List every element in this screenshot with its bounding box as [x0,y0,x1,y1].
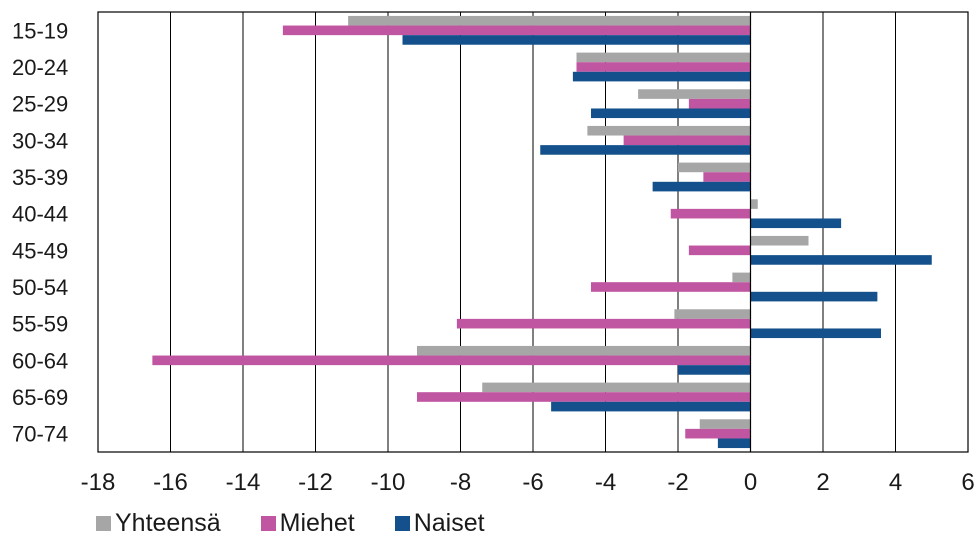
legend-label-naiset: Naiset [413,508,485,537]
bar-yhteens-15-19 [348,15,751,26]
x-tick-label: 0 [744,469,757,496]
category-label: 20-24 [12,55,68,80]
bar-yhteens-25-29 [638,89,751,99]
bar-yhteens-65-69 [482,382,751,393]
bar-miehet-50-54 [591,282,751,292]
bar-miehet-60-64 [152,355,751,366]
bar-yhteens-45-49 [750,235,809,246]
bar-naiset-35-39 [652,181,751,192]
bar-miehet-35-39 [703,172,751,182]
bar-naiset-70-74 [717,438,751,449]
bar-miehet-15-19 [282,25,751,36]
plot-area: 15-1920-2425-2930-3435-3940-4445-4950-54… [12,11,975,496]
category-label: 55-59 [12,312,68,337]
bar-miehet-30-34 [623,135,751,146]
bar-yhteens-30-34 [587,125,751,136]
bar-yhteens-20-24 [576,52,751,63]
bar-miehet-45-49 [688,245,751,256]
category-label: 15-19 [12,18,68,43]
x-tick-label: -2 [667,469,688,496]
bar-yhteens-35-39 [678,162,751,173]
category-label: 50-54 [12,275,68,300]
category-label: 25-29 [12,92,68,117]
bar-naiset-55-59 [750,328,881,339]
bar-naiset-20-24 [572,71,751,82]
bar-miehet-65-69 [417,392,751,402]
x-tick-label: -18 [81,469,116,496]
category-label: 60-64 [12,348,68,373]
legend-swatch-miehet [260,515,276,531]
bar-yhteens-50-54 [732,272,751,283]
x-tick-label: 2 [816,469,829,496]
x-tick-label: -8 [450,469,471,496]
bar-naiset-30-34 [540,145,751,155]
legend-item-miehet: Miehet [260,508,355,538]
chart: 15-1920-2425-2930-3435-3940-4445-4950-54… [12,11,975,496]
category-label: 40-44 [12,202,68,227]
bar-yhteens-55-59 [674,309,751,319]
category-label: 70-74 [12,422,68,447]
x-tick-label: -16 [153,469,188,496]
legend-swatch-naiset [394,515,410,531]
bar-naiset-45-49 [750,255,932,265]
x-tick-label: -12 [298,469,333,496]
category-label: 35-39 [12,165,68,190]
x-tick-label: 6 [961,469,974,496]
x-tick-label: -4 [595,469,616,496]
bar-miehet-70-74 [685,428,751,439]
category-label: 65-69 [12,385,68,410]
category-label: 30-34 [12,128,68,153]
bar-naiset-60-64 [678,365,751,375]
bar-miehet-25-29 [688,98,751,109]
bar-yhteens-60-64 [417,345,751,356]
bar-miehet-40-44 [670,208,751,219]
x-tick-label: -10 [371,469,406,496]
x-tick-label: -6 [522,469,543,496]
bar-yhteens-40-44 [750,199,758,209]
legend-swatch-yhteensa [96,515,111,531]
category-label: 45-49 [12,238,68,263]
bar-naiset-15-19 [402,35,751,45]
bar-naiset-40-44 [750,218,842,229]
bar-miehet-20-24 [576,62,751,72]
plot-border [97,11,969,453]
bar-naiset-65-69 [551,401,751,412]
legend-item-yhteensa: Yhteensä [96,509,221,538]
legend-label-miehet: Miehet [279,508,355,537]
x-tick-label: -14 [226,469,261,496]
legend-item-naiset: Naiset [394,508,485,538]
x-tick-label: 4 [889,469,902,496]
bar-miehet-55-59 [456,318,751,329]
bar-naiset-50-54 [750,291,878,302]
bar-naiset-25-29 [591,108,751,119]
bar-yhteens-70-74 [699,419,751,429]
legend-label-yhteensa: Yhteensä [115,508,221,537]
legend: Yhteensä Miehet Naiset [96,508,485,538]
